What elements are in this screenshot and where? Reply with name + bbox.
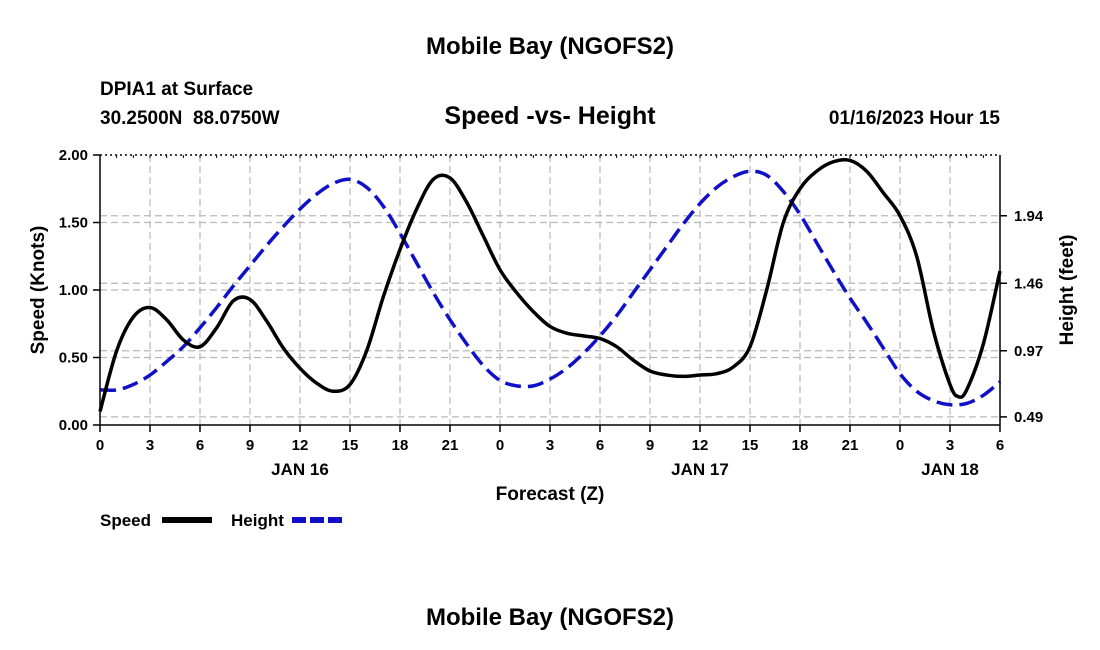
y-axis-right-label: Height (feet) (1057, 235, 1078, 346)
y-left-tick-label: 1.00 (59, 282, 88, 299)
chart-title: Speed -vs- Height (444, 102, 656, 130)
x-tick-label: 21 (442, 437, 459, 454)
x-tick-label: 18 (792, 437, 809, 454)
x-tick-label: 6 (996, 437, 1004, 454)
axes (93, 154, 1007, 432)
y-left-tick-label: 2.00 (59, 147, 88, 164)
y-right-tick-label: 0.97 (1014, 343, 1043, 360)
x-tick-label: 3 (146, 437, 154, 454)
x-tick-label: 12 (692, 437, 709, 454)
x-tick-label: 12 (292, 437, 309, 454)
x-tick-label: 15 (742, 437, 759, 454)
page-title: Mobile Bay (NGOFS2) (426, 33, 674, 60)
y-left-tick-label: 0.00 (59, 417, 88, 434)
station-coordinates: 30.2500N 88.0750W (100, 108, 280, 129)
y-axis-left-label: Speed (Knots) (28, 226, 49, 355)
x-tick-label: 6 (596, 437, 604, 454)
x-tick-label: 6 (196, 437, 204, 454)
x-tick-label: 15 (342, 437, 359, 454)
y-left-tick-label: 1.50 (59, 215, 88, 232)
x-tick-label: 0 (96, 437, 104, 454)
series-line-speed (98, 157, 1002, 412)
date-label: JAN 18 (921, 460, 979, 479)
series-line-height (99, 169, 1002, 407)
x-tick-labels: 0 3 6 9 12 15 18 21 0 3 6 9 12 15 18 21 0 3 6 (96, 437, 1004, 454)
date-label: JAN 16 (271, 460, 329, 479)
y-right-tick-label: 0.49 (1014, 409, 1043, 426)
x-tick-label: 0 (496, 437, 504, 454)
x-tick-label: 3 (546, 437, 554, 454)
y-left-tick-label: 0.50 (59, 350, 88, 367)
legend: Speed Height (100, 511, 342, 530)
footer-title: Mobile Bay (NGOFS2) (426, 604, 674, 631)
x-tick-label: 0 (896, 437, 904, 454)
date-labels: JAN 16 JAN 17 JAN 18 (271, 460, 979, 479)
legend-speed-label: Speed (100, 511, 151, 530)
x-tick-label: 9 (246, 437, 254, 454)
y-tick-labels: 0.00 0.50 1.00 1.50 2.00 0.49 0.97 1.46 1.94 (59, 147, 1044, 434)
x-tick-label: 18 (392, 437, 409, 454)
x-tick-label: 21 (842, 437, 859, 454)
grid (100, 155, 1000, 425)
x-tick-label: 9 (646, 437, 654, 454)
forecast-datetime: 01/16/2023 Hour 15 (829, 108, 1001, 129)
station-label: DPIA1 at Surface (100, 79, 253, 100)
legend-height-label: Height (231, 511, 284, 530)
x-tick-label: 3 (946, 437, 954, 454)
date-label: JAN 17 (671, 460, 729, 479)
y-right-tick-label: 1.46 (1014, 275, 1043, 292)
y-right-tick-label: 1.94 (1014, 208, 1044, 225)
x-axis-label: Forecast (Z) (496, 484, 605, 505)
series-lines (98, 157, 1002, 412)
